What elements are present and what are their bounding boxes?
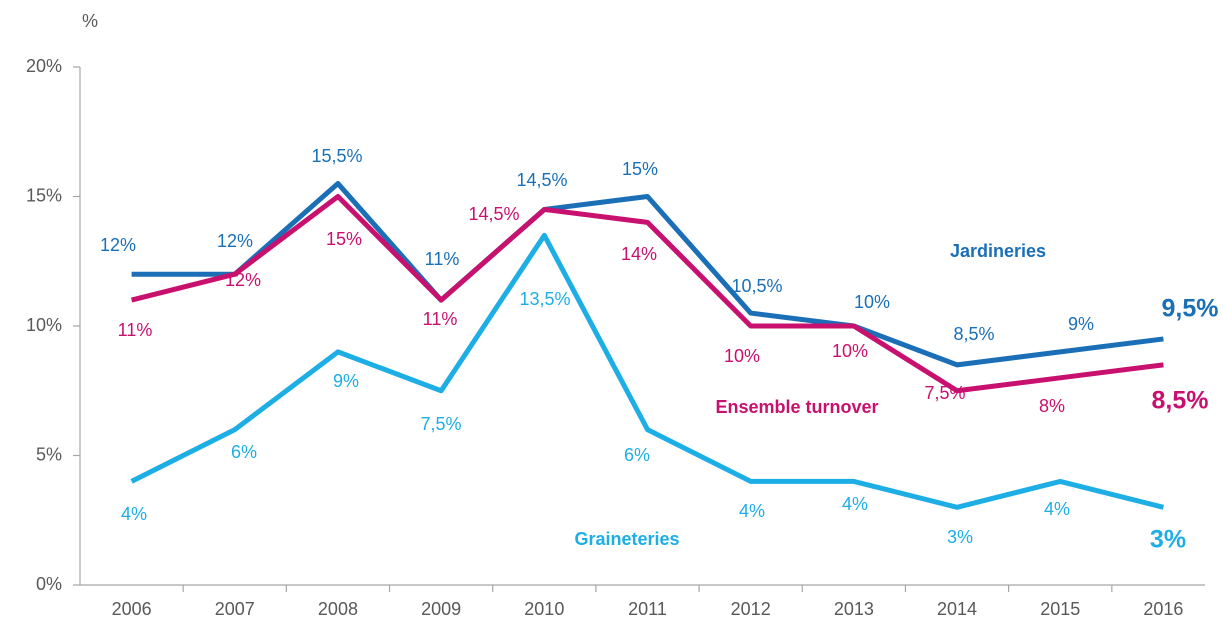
data-label: 6% [231, 442, 257, 462]
data-label: 10% [832, 341, 868, 361]
x-tick-label: 2009 [421, 599, 461, 619]
data-label: 10% [854, 292, 890, 312]
data-label: 4% [739, 501, 765, 521]
data-label: 13,5% [519, 289, 570, 309]
x-tick-label: 2007 [215, 599, 255, 619]
data-label: 3% [1150, 526, 1186, 554]
series-line [131, 181, 1164, 368]
series-label: Ensemble turnover [715, 397, 878, 417]
data-label: 11% [425, 249, 460, 269]
data-label: 14% [621, 244, 657, 264]
data-label: 7,5% [924, 383, 965, 403]
x-tick-label: 2011 [628, 599, 667, 619]
series-label: Graineteries [574, 529, 679, 549]
x-tick-label: 2010 [524, 599, 564, 619]
y-tick-label: 15% [26, 185, 62, 205]
data-label: 4% [121, 504, 147, 524]
data-label: 14,5% [468, 204, 519, 224]
y-axis-label: % [82, 11, 98, 31]
data-label: 9% [1068, 314, 1094, 334]
x-tick-label: 2015 [1040, 599, 1080, 619]
data-label: 4% [1044, 499, 1070, 519]
data-label: 7,5% [420, 414, 461, 434]
series-line [130, 194, 1164, 394]
data-label: 4% [842, 494, 868, 514]
data-label: 9% [333, 371, 359, 391]
data-label: 3% [947, 527, 973, 547]
data-label: 8% [1039, 396, 1065, 416]
x-tick-label: 2014 [937, 599, 977, 619]
data-label: 12% [100, 235, 136, 255]
data-label: 8,5% [1152, 387, 1209, 415]
x-tick-label: 2016 [1143, 599, 1183, 619]
data-label: 8,5% [953, 324, 994, 344]
data-label: 10,5% [731, 276, 782, 296]
data-label: 14,5% [516, 170, 567, 190]
data-label: 12% [217, 231, 253, 251]
data-label: 11% [118, 320, 153, 340]
series-label: Jardineries [950, 241, 1046, 261]
x-tick-label: 2006 [112, 599, 152, 619]
y-tick-label: 5% [36, 444, 62, 464]
series-line [130, 232, 1165, 510]
data-label: 12% [225, 270, 261, 290]
data-label: 9,5% [1162, 295, 1219, 323]
x-tick-label: 2013 [834, 599, 874, 619]
x-tick-label: 2008 [318, 599, 358, 619]
data-label: 10% [724, 346, 760, 366]
y-tick-label: 10% [26, 315, 62, 335]
data-label: 15% [326, 229, 362, 249]
y-tick-label: 0% [36, 574, 62, 594]
data-label: 15% [622, 159, 658, 179]
x-tick-label: 2012 [731, 599, 771, 619]
data-label: 11% [423, 309, 458, 329]
data-label: 15,5% [311, 146, 362, 166]
y-tick-label: 20% [26, 56, 62, 76]
data-label: 6% [624, 445, 650, 465]
